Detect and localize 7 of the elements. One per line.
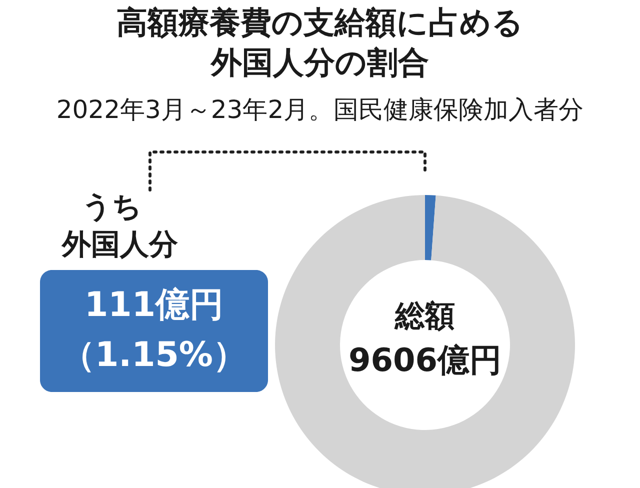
text: うち外国人分: [61, 189, 179, 261]
text: 9606億円: [348, 341, 502, 379]
chart-title: 高額療養費の支給額に占める外国人分の割合: [116, 5, 524, 81]
text: （1.15%）: [61, 335, 247, 375]
text: 総額: [394, 299, 455, 334]
chart-subtitle: 2022年3月～23年2月。国民健康保険加入者分: [56, 95, 584, 124]
text: 111億円: [84, 285, 224, 325]
